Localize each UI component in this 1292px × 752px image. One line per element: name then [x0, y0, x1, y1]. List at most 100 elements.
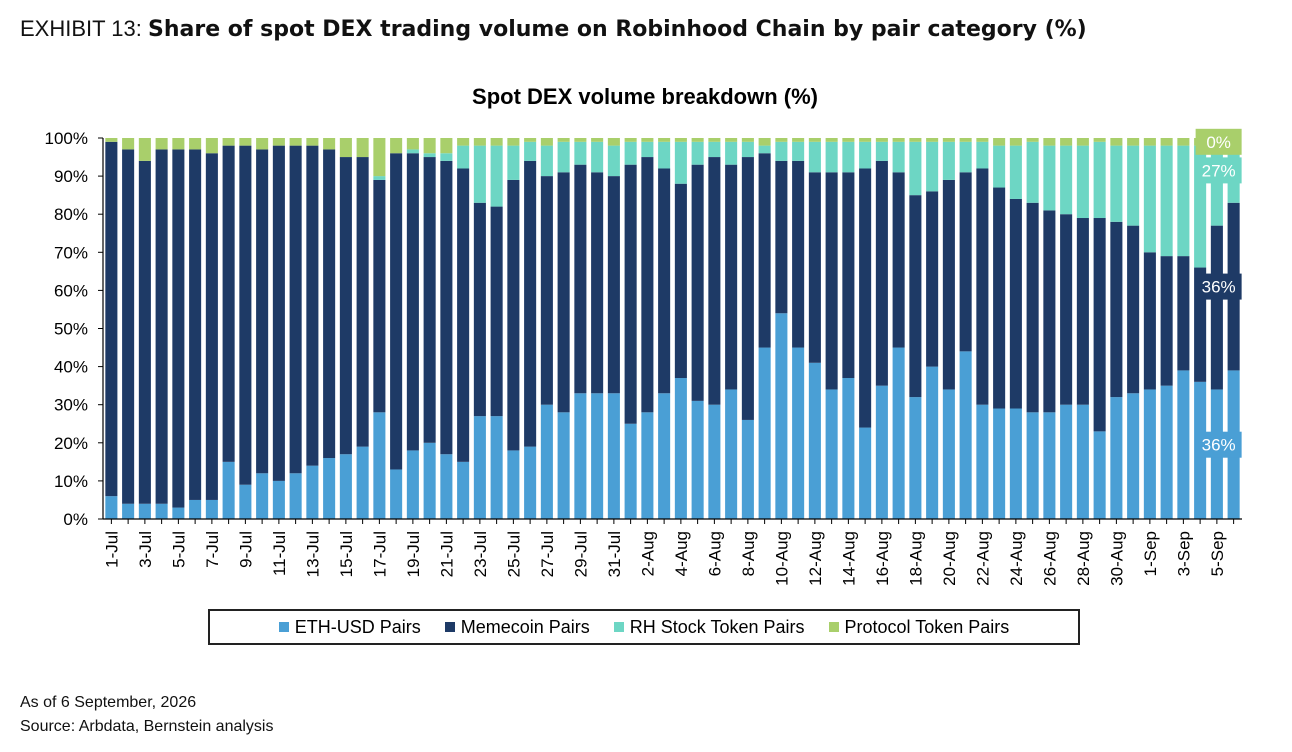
- bar-segment-protocol: [1009, 138, 1022, 146]
- bar-segment-rh: [708, 141, 721, 158]
- exhibit-title: Share of spot DEX trading volume on Robi…: [148, 17, 1087, 42]
- bar-segment-rh: [1043, 145, 1056, 211]
- bar-segment-rh: [641, 141, 654, 158]
- x-tick-label: 16-Aug: [873, 531, 892, 586]
- bar-segment-meme: [138, 160, 151, 504]
- bar-segment-protocol: [942, 138, 955, 142]
- x-tick-label: 8-Aug: [739, 531, 758, 576]
- bar-segment-protocol: [205, 138, 218, 154]
- bar-segment-meme: [792, 160, 805, 348]
- bar-segment-eth: [222, 461, 235, 519]
- bar-segment-protocol: [105, 138, 118, 142]
- x-tick-label: 5-Jul: [169, 531, 188, 568]
- bar-segment-meme: [959, 172, 972, 352]
- annotation-box: [1195, 431, 1242, 458]
- bar-segment-rh: [1060, 145, 1073, 215]
- annotation-label: 36%: [1202, 278, 1236, 297]
- bar-segment-eth: [1009, 408, 1022, 519]
- bar-segment-meme: [289, 145, 302, 474]
- bar-segment-meme: [155, 149, 168, 504]
- bar-segment-eth: [775, 313, 788, 519]
- bar-segment-meme: [172, 149, 185, 508]
- bar-segment-protocol: [490, 138, 503, 146]
- bar-segment-eth: [1093, 431, 1106, 519]
- bar-segment-rh: [842, 141, 855, 173]
- bar-segment-eth: [875, 385, 888, 519]
- bar-segment-protocol: [574, 138, 587, 142]
- bar-segment-protocol: [674, 138, 687, 142]
- bar-segment-eth: [1043, 412, 1056, 519]
- annotation-box: [1195, 273, 1242, 300]
- bar-segment-protocol: [976, 138, 989, 142]
- bar-segment-eth: [473, 416, 486, 519]
- bar-segment-meme: [323, 149, 336, 459]
- bar-segment-eth: [540, 404, 553, 519]
- bar-segment-protocol: [792, 138, 805, 142]
- x-tick-label: 20-Aug: [940, 531, 959, 586]
- bar-segment-eth: [239, 484, 252, 519]
- bar-segment-meme: [909, 195, 922, 398]
- x-tick-label: 11-Jul: [270, 531, 289, 576]
- bar-segment-protocol: [122, 138, 135, 150]
- bar-segment-protocol: [440, 138, 453, 154]
- x-tick-label: 10-Aug: [772, 531, 791, 586]
- annotation-label: 27%: [1202, 161, 1236, 180]
- bar-segment-eth: [1026, 412, 1039, 519]
- x-tick-label: 9-Jul: [236, 531, 255, 568]
- y-tick-label: 100%: [45, 129, 88, 148]
- bar-segment-meme: [859, 168, 872, 428]
- bar-segment-rh: [775, 141, 788, 161]
- bar-segment-eth: [658, 393, 671, 519]
- bar-segment-eth: [792, 347, 805, 519]
- bar-segment-eth: [624, 423, 637, 519]
- bar-segment-meme: [725, 164, 738, 390]
- bar-segment-protocol: [507, 138, 520, 146]
- bar-segment-eth: [457, 461, 470, 519]
- bar-segment-protocol: [1143, 138, 1156, 146]
- stacked-bar-chart: Spot DEX volume breakdown (%) 0% 10% 20% 30%…: [45, 84, 1242, 586]
- bar-segment-protocol: [323, 138, 336, 150]
- source-note: Source: Arbdata, Bernstein analysis: [20, 718, 274, 735]
- bar-segment-eth: [339, 454, 352, 519]
- legend-swatch-memecoin: [444, 622, 455, 632]
- bar-segment-meme: [423, 157, 436, 443]
- bar-segment-protocol: [390, 138, 403, 154]
- x-tick-label: 3-Sep: [1174, 531, 1193, 576]
- bar-segment-rh: [959, 141, 972, 173]
- as-of-note: As of 6 September, 2026: [20, 694, 197, 711]
- bar-segment-rh: [490, 145, 503, 207]
- bar-segment-meme: [875, 160, 888, 386]
- bar-segment-meme: [942, 179, 955, 390]
- bar-segment-rh: [1177, 145, 1190, 257]
- bar-segment-rh: [942, 141, 955, 180]
- bar-segment-eth: [189, 499, 202, 519]
- bar-segment-eth: [423, 442, 436, 519]
- bar-segment-protocol: [239, 138, 252, 146]
- bar-segment-protocol: [624, 138, 637, 142]
- x-tick-label: 4-Aug: [672, 531, 691, 576]
- bar-segment-rh: [457, 145, 470, 169]
- bar-segment-rh: [792, 141, 805, 161]
- bar-segment-meme: [490, 206, 503, 417]
- bar-segment-meme: [1043, 210, 1056, 413]
- bar-segment-eth: [959, 351, 972, 519]
- bar-segment-meme: [1093, 218, 1106, 432]
- bar-segment-meme: [1210, 225, 1223, 390]
- bar-segment-eth: [1177, 370, 1190, 519]
- bar-segment-protocol: [741, 138, 754, 142]
- bar-segment-protocol: [892, 138, 905, 142]
- bar-segment-meme: [741, 157, 754, 420]
- legend-label-protocol: Protocol Token Pairs: [844, 616, 1010, 637]
- bar-segment-meme: [892, 172, 905, 348]
- bar-segment-protocol: [708, 138, 721, 142]
- bar-segment-rh: [859, 141, 872, 169]
- bar-segment-eth: [708, 404, 721, 519]
- bar-segment-protocol: [373, 138, 386, 177]
- bar-segment-eth: [909, 397, 922, 519]
- bar-segment-eth: [926, 366, 939, 519]
- bar-segment-rh: [825, 141, 838, 173]
- bar-segment-eth: [1060, 404, 1073, 519]
- bar-segment-meme: [306, 145, 319, 466]
- bar-segment-eth: [574, 393, 587, 519]
- bar-segment-rh: [524, 141, 537, 161]
